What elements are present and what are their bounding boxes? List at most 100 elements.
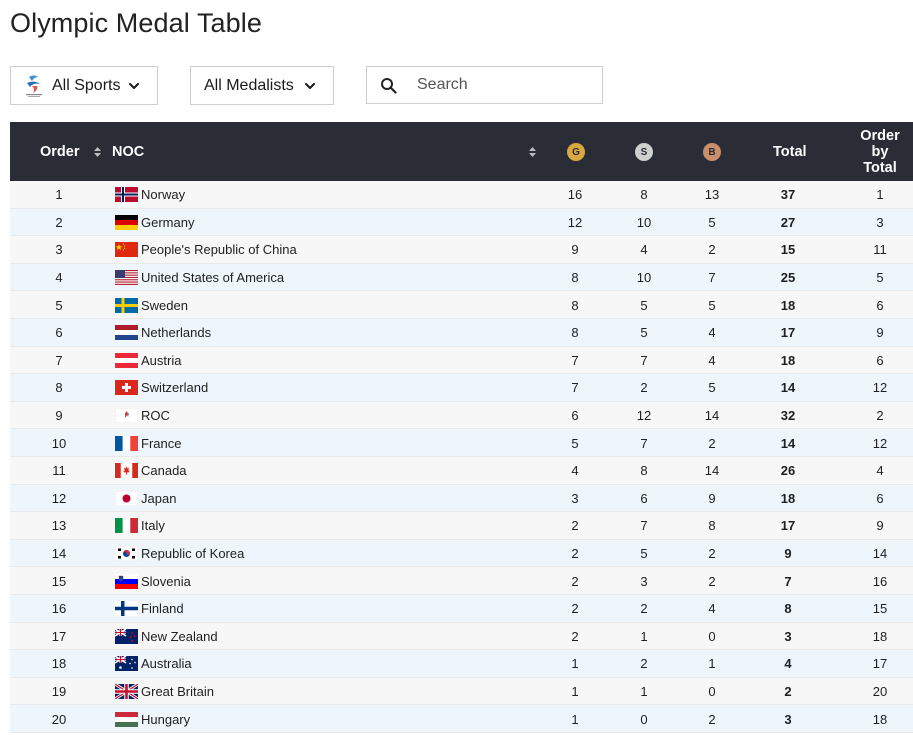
table-row[interactable]: 7 Austria 7 7 4 18 6 bbox=[10, 346, 913, 375]
order-by-total-cell: 11 bbox=[873, 242, 887, 258]
bronze-count-cell: 0 bbox=[708, 628, 716, 644]
total-count-cell: 25 bbox=[780, 270, 796, 286]
noc-name-cell[interactable]: Hungary bbox=[141, 711, 191, 727]
gold-count-cell: 7 bbox=[571, 352, 579, 368]
gold-count-cell: 1 bbox=[571, 656, 579, 672]
noc-name-cell[interactable]: ROC bbox=[141, 408, 170, 424]
table-row[interactable]: 2 Germany 12 10 5 27 3 bbox=[10, 208, 913, 237]
order-by-total-cell: 6 bbox=[876, 297, 884, 313]
norway-flag-icon bbox=[115, 181, 138, 209]
noc-name-cell[interactable]: Netherlands bbox=[141, 325, 212, 341]
sort-icon bbox=[94, 146, 101, 157]
bronze-count-cell: 5 bbox=[708, 297, 716, 313]
table-row[interactable]: 14 Republic of Korea 2 5 2 9 14 bbox=[10, 539, 913, 568]
table-row[interactable]: 11 Canada 4 8 14 26 4 bbox=[10, 456, 913, 485]
bronze-count-cell: 2 bbox=[708, 573, 716, 589]
medalists-filter-dropdown[interactable]: All Medalists bbox=[190, 66, 334, 105]
silver-count-cell: 5 bbox=[640, 546, 648, 562]
gold-count-cell: 4 bbox=[571, 463, 579, 479]
australia-flag-icon bbox=[115, 650, 138, 678]
noc-name-cell[interactable]: Slovenia bbox=[141, 573, 191, 589]
gold-count-cell: 5 bbox=[571, 435, 579, 451]
header-total[interactable]: Total bbox=[773, 143, 807, 160]
silver-count-cell: 2 bbox=[640, 656, 648, 672]
noc-name-cell[interactable]: Switzerland bbox=[141, 380, 209, 396]
noc-name-cell[interactable]: Finland bbox=[141, 601, 184, 617]
sort-noc-button[interactable] bbox=[528, 122, 537, 181]
table-row[interactable]: 8 Switzerland 7 2 5 14 12 bbox=[10, 374, 913, 402]
bronze-medal-icon[interactable]: B bbox=[703, 143, 721, 161]
search-box[interactable] bbox=[366, 66, 603, 104]
germany-flag-icon bbox=[115, 209, 138, 237]
order-cell: 17 bbox=[51, 628, 67, 644]
silver-medal-icon[interactable]: S bbox=[635, 143, 653, 161]
order-cell: 16 bbox=[51, 601, 67, 617]
noc-name-cell[interactable]: Republic of Korea bbox=[141, 546, 245, 562]
bronze-count-cell: 2 bbox=[708, 711, 716, 727]
header-obt-line3: Total bbox=[863, 159, 897, 176]
total-count-cell: 18 bbox=[780, 297, 796, 313]
noc-name-cell[interactable]: Austria bbox=[141, 352, 182, 368]
table-row[interactable]: 9 ROC 6 12 14 32 2 bbox=[10, 401, 913, 430]
noc-name-cell[interactable]: Italy bbox=[141, 518, 165, 534]
order-by-total-cell: 12 bbox=[872, 435, 888, 451]
table-row[interactable]: 16 Finland 2 2 4 8 15 bbox=[10, 594, 913, 623]
order-cell: 2 bbox=[55, 214, 63, 230]
table-row[interactable]: 5 Sweden 8 5 5 18 6 bbox=[10, 291, 913, 319]
silver-count-cell: 1 bbox=[640, 628, 648, 644]
table-row[interactable]: 6 Netherlands 8 5 4 17 9 bbox=[10, 318, 913, 347]
noc-name-cell[interactable]: United States of America bbox=[141, 270, 285, 286]
noc-name-cell[interactable]: Norway bbox=[141, 187, 186, 203]
header-obt-line2: by bbox=[871, 143, 889, 160]
table-row[interactable]: 12 Japan 3 6 9 18 6 bbox=[10, 484, 913, 513]
noc-name-cell[interactable]: New Zealand bbox=[141, 628, 218, 644]
total-count-cell: 7 bbox=[784, 573, 792, 589]
gold-medal-icon[interactable]: G bbox=[567, 143, 585, 161]
order-cell: 20 bbox=[51, 711, 67, 727]
usa-flag-icon bbox=[115, 264, 138, 292]
header-order-by-total[interactable]: Order by Total bbox=[855, 122, 905, 181]
header-noc[interactable]: NOC bbox=[112, 143, 145, 160]
bronze-count-cell: 7 bbox=[708, 270, 716, 286]
silver-count-cell: 5 bbox=[640, 297, 648, 313]
header-order[interactable]: Order bbox=[40, 143, 80, 160]
noc-name-cell[interactable]: Australia bbox=[141, 656, 192, 672]
total-count-cell: 15 bbox=[780, 242, 796, 258]
noc-name-cell[interactable]: Japan bbox=[141, 490, 177, 506]
table-row[interactable]: 4 United States of America 8 10 7 25 5 bbox=[10, 263, 913, 292]
bronze-count-cell: 1 bbox=[708, 656, 716, 672]
noc-name-cell[interactable]: Germany bbox=[141, 214, 195, 230]
noc-name-cell[interactable]: France bbox=[141, 435, 182, 451]
canada-flag-icon bbox=[115, 457, 138, 485]
hungary-flag-icon bbox=[115, 705, 138, 733]
table-row[interactable]: 18 Australia 1 2 1 4 17 bbox=[10, 650, 913, 678]
noc-name-cell[interactable]: Sweden bbox=[141, 297, 188, 313]
sort-order-button[interactable] bbox=[93, 122, 102, 181]
order-by-total-cell: 6 bbox=[876, 352, 884, 368]
total-count-cell: 4 bbox=[784, 656, 792, 672]
order-by-total-cell: 18 bbox=[872, 628, 888, 644]
table-row[interactable]: 13 Italy 2 7 8 17 9 bbox=[10, 512, 913, 540]
bronze-count-cell: 2 bbox=[708, 546, 716, 562]
table-row[interactable]: 10 France 5 7 2 14 12 bbox=[10, 429, 913, 457]
table-row[interactable]: 19 Great Britain 1 1 0 2 20 bbox=[10, 677, 913, 706]
table-row[interactable]: 17 New Zealand 2 1 0 3 18 bbox=[10, 622, 913, 651]
silver-count-cell: 1 bbox=[640, 683, 648, 699]
noc-name-cell[interactable]: Canada bbox=[141, 463, 187, 479]
order-by-total-cell: 9 bbox=[876, 518, 884, 534]
gold-count-cell: 9 bbox=[571, 242, 579, 258]
table-row[interactable]: 15 Slovenia 2 3 2 7 16 bbox=[10, 567, 913, 595]
order-cell: 9 bbox=[55, 408, 63, 424]
table-row[interactable]: 1 Norway 16 8 13 37 1 bbox=[10, 181, 913, 209]
order-cell: 4 bbox=[55, 270, 63, 286]
sports-filter-dropdown[interactable]: All Sports bbox=[10, 66, 158, 105]
table-row[interactable]: 20 Hungary 1 0 2 3 18 bbox=[10, 705, 913, 733]
noc-name-cell[interactable]: People's Republic of China bbox=[141, 242, 297, 258]
total-count-cell: 26 bbox=[780, 463, 796, 479]
silver-count-cell: 10 bbox=[636, 270, 652, 286]
silver-count-cell: 7 bbox=[640, 352, 648, 368]
noc-name-cell[interactable]: Great Britain bbox=[141, 683, 214, 699]
table-row[interactable]: 3 People's Republic of China 9 4 2 15 11 bbox=[10, 236, 913, 264]
search-input[interactable] bbox=[417, 76, 587, 94]
bronze-count-cell: 13 bbox=[704, 187, 720, 203]
